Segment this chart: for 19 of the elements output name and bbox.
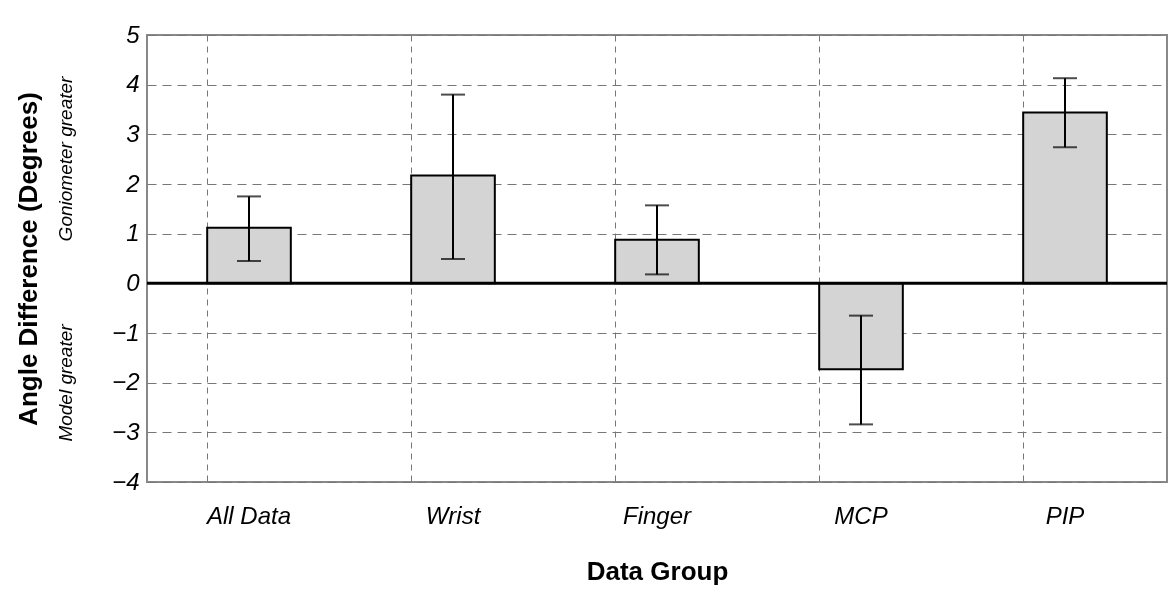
x-tick-label: Wrist: [425, 501, 482, 529]
y-axis-title: Angle Difference (Degrees): [13, 92, 44, 426]
x-tick-label: Finger: [622, 501, 693, 529]
x-tick-label: MCP: [834, 501, 888, 529]
x-tick-label: All Data: [204, 501, 292, 529]
y-tick-label: −1: [112, 318, 140, 346]
text: Model greater: [55, 324, 77, 442]
y-tick-label: −4: [112, 467, 140, 495]
y-tick-label: 1: [126, 219, 140, 247]
x-tick-label: PIP: [1045, 501, 1085, 529]
y-tick-label: 3: [126, 119, 141, 147]
y-tick-label: 0: [126, 268, 141, 296]
text: Goniometer greater: [55, 76, 77, 242]
y-tick-label: 2: [125, 169, 140, 197]
x-axis-title: Data Group: [586, 555, 729, 586]
y-tick-label: 5: [126, 20, 141, 48]
y-tick-label: 4: [126, 70, 140, 98]
y-tick-label: −2: [112, 368, 140, 396]
y-tick-label: −3: [112, 417, 141, 445]
